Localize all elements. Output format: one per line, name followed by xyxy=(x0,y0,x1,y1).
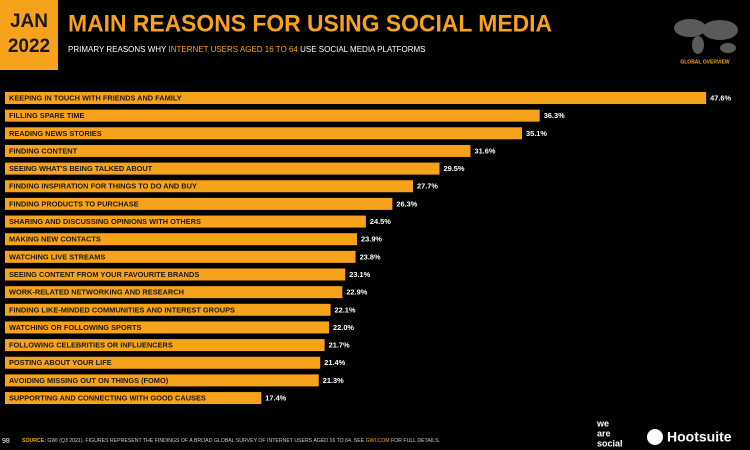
bar-label: WATCHING LIVE STREAMS xyxy=(9,252,105,261)
value-label: 47.6% xyxy=(710,93,731,102)
value-label: 21.4% xyxy=(324,358,345,367)
logo-text: are xyxy=(597,428,611,438)
region-label: GLOBAL OVERVIEW xyxy=(680,59,730,65)
chart-subtitle: PRIMARY REASONS WHY INTERNET USERS AGED … xyxy=(68,45,425,54)
bar xyxy=(5,303,331,316)
date-badge xyxy=(0,0,58,70)
bar xyxy=(5,286,343,299)
bar-label: SEEING WHAT'S BEING TALKED ABOUT xyxy=(9,164,153,173)
page-number: 98 xyxy=(2,438,10,445)
bar xyxy=(5,109,540,122)
bar xyxy=(5,180,414,193)
value-label: 24.5% xyxy=(370,217,391,226)
source-label: SOURCE: xyxy=(22,438,46,444)
logo-text: Hootsuite xyxy=(667,429,732,445)
bar-label: AVOIDING MISSING OUT ON THINGS (FOMO) xyxy=(9,376,169,385)
bar-label: WORK-RELATED NETWORKING AND RESEARCH xyxy=(9,288,184,297)
value-label: 27.7% xyxy=(417,182,438,191)
bar-label: WATCHING OR FOLLOWING SPORTS xyxy=(9,323,142,332)
source-note: SOURCE: GWI (Q3 2021). FIGURES REPRESENT… xyxy=(22,438,440,444)
bar xyxy=(5,356,321,369)
bar xyxy=(5,233,358,246)
value-label: 26.3% xyxy=(396,199,417,208)
bar-label: FINDING LIKE-MINDED COMMUNITIES AND INTE… xyxy=(9,305,235,314)
value-label: 35.1% xyxy=(526,129,547,138)
bar-label: SUPPORTING AND CONNECTING WITH GOOD CAUS… xyxy=(9,394,206,403)
subtitle-part: USE SOCIAL MEDIA PLATFORMS xyxy=(300,45,425,54)
bar-label: KEEPING IN TOUCH WITH FRIENDS AND FAMILY xyxy=(9,93,182,102)
logo-text: social xyxy=(597,438,623,448)
source-text: FOR FULL DETAILS. xyxy=(391,438,440,444)
value-label: 36.3% xyxy=(544,111,565,120)
bar xyxy=(5,162,440,175)
value-label: 22.0% xyxy=(333,323,354,332)
bar xyxy=(5,92,707,104)
bar-label: FILLING SPARE TIME xyxy=(9,111,84,120)
bar xyxy=(5,250,356,263)
value-label: 17.4% xyxy=(265,394,286,403)
bar-label: FINDING CONTENT xyxy=(9,146,78,155)
bar xyxy=(5,144,471,157)
bar xyxy=(5,197,393,210)
bar-label: FOLLOWING CELEBRITIES OR INFLUENCERS xyxy=(9,341,173,350)
chart-title: MAIN REASONS FOR USING SOCIAL MEDIA xyxy=(68,10,552,37)
bar xyxy=(5,374,319,387)
bar-label: SEEING CONTENT FROM YOUR FAVOURITE BRAND… xyxy=(9,270,199,279)
logo-text: we xyxy=(596,418,609,428)
source-text: GWI (Q3 2021). FIGURES REPRESENT THE FIN… xyxy=(47,438,364,444)
bar-label: SHARING AND DISCUSSING OPINIONS WITH OTH… xyxy=(9,217,201,226)
bar-label: FINDING PRODUCTS TO PURCHASE xyxy=(9,199,139,208)
bar xyxy=(5,321,330,334)
badge-year: 2022 xyxy=(8,36,50,57)
bars: KEEPING IN TOUCH WITH FRIENDS AND FAMILY… xyxy=(5,92,732,405)
hootsuite-icon xyxy=(647,429,663,445)
bar-label: READING NEWS STORIES xyxy=(9,129,102,138)
value-label: 23.9% xyxy=(361,235,382,244)
bar-label: FINDING INSPIRATION FOR THINGS TO DO AND… xyxy=(9,182,197,191)
badge-month: JAN xyxy=(10,11,48,32)
subtitle-highlight: INTERNET USERS AGED 16 TO 64 xyxy=(168,45,298,54)
bar xyxy=(5,127,523,140)
bar xyxy=(5,339,325,352)
bar xyxy=(5,215,366,228)
subtitle-part: PRIMARY REASONS WHY xyxy=(68,45,167,54)
value-label: 31.6% xyxy=(474,146,495,155)
value-label: 22.1% xyxy=(335,305,356,314)
value-label: 21.3% xyxy=(323,376,344,385)
value-label: 21.7% xyxy=(329,341,350,350)
value-label: 22.9% xyxy=(346,288,367,297)
bar xyxy=(5,268,346,281)
source-link: GWI.COM xyxy=(366,438,390,444)
bar-label: MAKING NEW CONTACTS xyxy=(9,235,101,244)
bar-label: POSTING ABOUT YOUR LIFE xyxy=(9,358,112,367)
value-label: 29.5% xyxy=(444,164,465,173)
value-label: 23.1% xyxy=(349,270,370,279)
bar xyxy=(5,392,262,405)
value-label: 23.8% xyxy=(360,252,381,261)
world-map xyxy=(674,19,738,54)
